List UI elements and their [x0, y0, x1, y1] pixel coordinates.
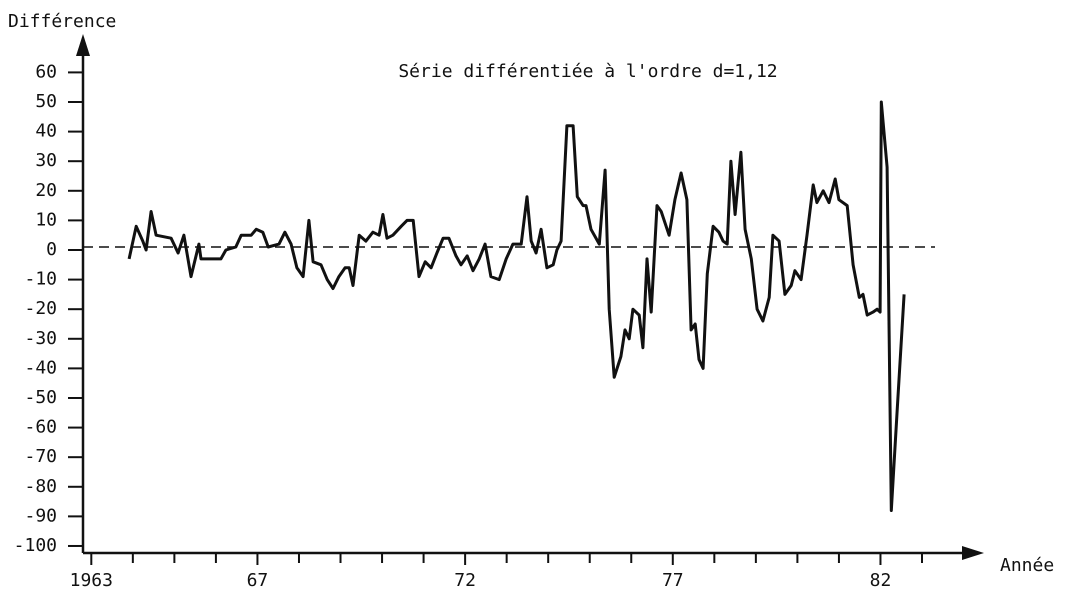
y-tick-label: -10 — [24, 269, 57, 290]
x-tick-label: 72 — [454, 570, 476, 591]
y-tick-label: -30 — [24, 328, 57, 349]
chart-title: Série différentiée à l'ordre d=1,12 — [398, 61, 777, 82]
data-line — [127, 100, 906, 512]
y-tick-label: 30 — [35, 150, 57, 171]
y-tick-label: 50 — [35, 91, 57, 112]
y-tick-label: 60 — [35, 61, 57, 82]
y-tick-label: 20 — [35, 180, 57, 201]
x-axis-label: Année — [1000, 555, 1054, 576]
y-tick-label: -60 — [24, 417, 57, 438]
x-tick-label: 82 — [870, 570, 892, 591]
y-tick-label: 40 — [35, 121, 57, 142]
y-axis-label: Différence — [8, 11, 116, 32]
y-tick-label: -90 — [24, 505, 57, 526]
y-tick-label: 0 — [46, 239, 57, 260]
y-tick-label: 10 — [35, 209, 57, 230]
x-axis-arrow — [962, 546, 984, 560]
y-tick-label: -20 — [24, 298, 57, 319]
y-tick-label: -50 — [24, 387, 57, 408]
y-tick-label: -80 — [24, 476, 57, 497]
y-tick-label: -100 — [14, 535, 57, 556]
y-tick-label: -40 — [24, 357, 57, 378]
x-tick-label: 77 — [662, 570, 684, 591]
x-tick-label: 67 — [247, 570, 269, 591]
y-axis-arrow — [76, 34, 90, 56]
y-tick-label: -70 — [24, 446, 57, 467]
x-tick-label: 1963 — [70, 570, 113, 591]
